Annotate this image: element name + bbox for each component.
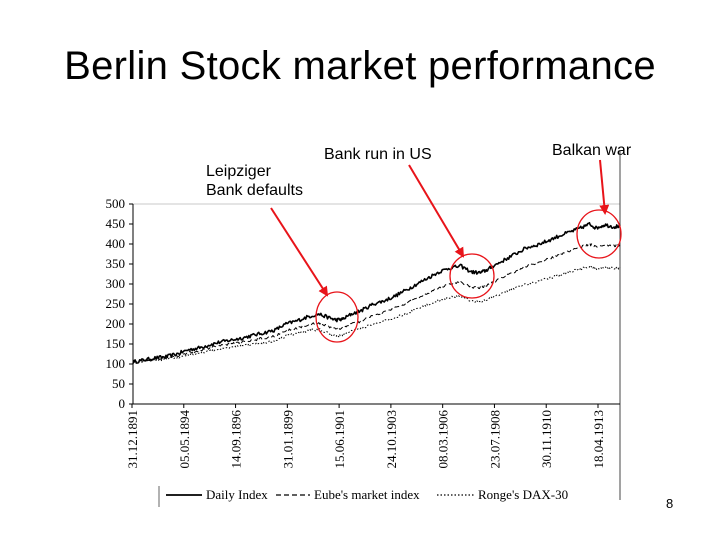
annotation-arrow (408, 164, 465, 258)
legend: Daily Index Eube's market index Ronge's DA… (158, 486, 568, 507)
y-tick-label: 0 (119, 396, 126, 411)
y-tick-label: 50 (112, 376, 125, 391)
x-tick-label: 15.06.1901 (332, 410, 347, 469)
series-line-solid (132, 221, 621, 364)
annotation-balkan-war-line1: Balkan war (552, 142, 632, 159)
annotation-leipziger-line1: Leipziger (206, 163, 271, 180)
y-tick-label: 300 (106, 276, 126, 291)
series-layer (132, 221, 621, 364)
highlight-circle (576, 209, 622, 259)
x-axis: 31.12.1891 05.05.1894 14.09.1896 31.01.1899… (125, 403, 620, 469)
x-tick-label: 05.05.1894 (177, 410, 192, 469)
y-tick-label: 450 (106, 216, 126, 231)
annotation-bank-run-line1: Bank run in US (324, 146, 432, 163)
x-tick-label: 08.03.1906 (436, 410, 451, 469)
x-tick-label: 31.12.1891 (125, 410, 140, 469)
series-line-dotted (132, 264, 621, 364)
y-tick-label: 150 (106, 336, 126, 351)
legend-label: Eube's market index (314, 487, 420, 502)
y-tick-label: 100 (106, 356, 126, 371)
annotation-arrow (270, 207, 329, 297)
x-tick-label: 30.11.1910 (539, 410, 554, 468)
x-tick-label: 14.09.1896 (229, 410, 244, 469)
x-tick-label: 31.01.1899 (280, 410, 295, 469)
y-tick-label: 200 (106, 316, 126, 331)
legend-label: Ronge's DAX-30 (478, 487, 568, 502)
y-tick-label: 400 (106, 236, 126, 251)
annotation-leipziger-line2: Bank defaults (206, 182, 303, 199)
slide-title: Berlin Stock market performance (64, 44, 656, 88)
annotation-bank-run: Bank run in US (324, 145, 432, 164)
legend-label: Daily Index (206, 487, 268, 502)
highlight-circle (315, 291, 359, 343)
x-tick-label: 18.04.1913 (591, 410, 606, 469)
x-tick-label: 23.07.1908 (487, 410, 502, 469)
highlight-layer (270, 159, 622, 343)
highlight-circle (449, 253, 495, 299)
annotation-balkan-war: Balkan war (552, 141, 631, 160)
y-tick-label: 500 (106, 196, 126, 211)
x-tick-label: 24.10.1903 (384, 410, 399, 469)
y-tick-label: 250 (106, 296, 126, 311)
series-line-dashed (132, 242, 621, 364)
y-axis: 0 50 100 150 200 250 300 350 400 450 500 (106, 196, 134, 411)
page-number: 8 (666, 496, 674, 511)
y-tick-label: 350 (106, 256, 126, 271)
annotation-arrow (599, 159, 610, 215)
annotation-leipziger: Leipziger Bank defaults (206, 162, 303, 200)
